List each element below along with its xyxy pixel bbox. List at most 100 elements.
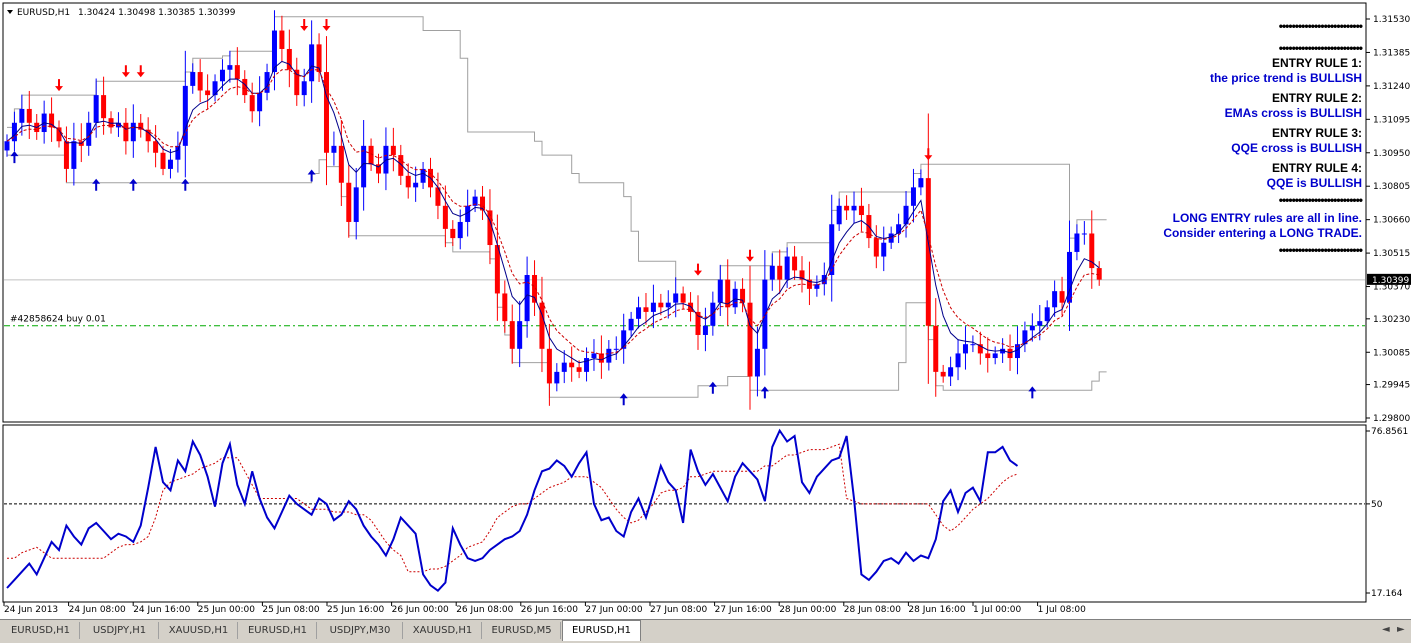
arrow-up-icon <box>619 393 628 406</box>
candle-body <box>591 353 597 359</box>
time-tick-label: 25 Jun 00:00 <box>198 605 255 615</box>
ema-slow-line <box>6 68 1100 356</box>
tab-scroll-right-icon[interactable]: ► <box>1397 624 1405 635</box>
candle-body <box>11 122 17 142</box>
candle-body <box>673 293 679 303</box>
candle-body <box>985 353 991 359</box>
candle-body <box>792 256 798 271</box>
separator-bottom: •••••••••••••••••••••••••• <box>1279 243 1363 257</box>
arrow-up-icon <box>1028 386 1037 399</box>
candle-body <box>1000 348 1006 354</box>
candle-body <box>271 30 277 73</box>
candle-body <box>784 256 790 280</box>
candle-body <box>517 321 523 349</box>
candle-body <box>227 65 233 70</box>
tab-scroll-left-icon[interactable]: ◄ <box>1382 624 1390 635</box>
tab-usdjpy-h1[interactable]: USDJPY,H1 <box>81 622 159 639</box>
candle-body <box>1059 291 1065 303</box>
candle-body <box>955 353 961 368</box>
arrow-down-icon <box>693 263 702 276</box>
arrow-down-icon <box>136 65 145 78</box>
time-tick-label: 24 Jun 08:00 <box>69 605 126 615</box>
tab-eurusd-h1[interactable]: EURUSD,H1 <box>2 622 80 639</box>
candle-body <box>621 330 627 349</box>
candle-body <box>56 127 62 142</box>
candle-body <box>732 288 738 308</box>
candle-body <box>71 141 77 169</box>
candle-body <box>160 152 166 169</box>
ema-fast-line <box>6 60 1100 364</box>
candle-body <box>4 141 10 151</box>
rule-2-text: EMAs cross is BULLISH <box>1225 106 1362 120</box>
candle-body <box>101 95 107 119</box>
tab-eurusd-m5[interactable]: EURUSD,M5 <box>483 622 561 639</box>
candle-body <box>361 145 367 188</box>
candle-body <box>1052 291 1058 308</box>
candle-body <box>799 270 805 280</box>
time-tick-label: 27 Jun 00:00 <box>585 605 642 615</box>
arrow-down-icon <box>746 249 754 262</box>
candle-body <box>249 95 255 112</box>
chart-menu-icon[interactable] <box>7 10 13 14</box>
candle-body <box>279 30 285 49</box>
candle-body <box>532 275 538 303</box>
tab-xauusd-h1[interactable]: XAUUSD,H1 <box>160 622 238 639</box>
candle-body <box>1074 233 1080 252</box>
chart-ohlc: 1.30424 1.30498 1.30385 1.30399 <box>78 8 236 18</box>
conclusion-line-2: Consider entering a LONG TRADE. <box>1163 226 1362 240</box>
time-tick-label: 28 Jun 00:00 <box>779 605 836 615</box>
candle-body <box>1066 251 1072 303</box>
candle-body <box>650 302 656 312</box>
price-tick-label: 1.30370 <box>1373 283 1410 293</box>
entry-rules-panel: •••••••••••••••••••••••••• •••••••••••••… <box>1163 19 1363 257</box>
price-tick-label: 1.31240 <box>1373 82 1410 92</box>
candle-body <box>234 65 240 79</box>
qqe-tick-label: 50 <box>1371 500 1383 510</box>
separator-top-2: •••••••••••••••••••••••••• <box>1279 41 1363 55</box>
candle-body <box>725 279 731 308</box>
candle-body <box>940 371 946 377</box>
current-price-box <box>1367 273 1411 285</box>
time-tick-label: 27 Jun 16:00 <box>715 605 772 615</box>
price-tick-label: 1.30950 <box>1373 149 1410 159</box>
tab-eurusd-h1[interactable]: EURUSD,H1 <box>562 620 641 641</box>
candle-body <box>1089 233 1095 269</box>
separator-mid: •••••••••••••••••••••••••• <box>1279 193 1363 207</box>
rule-1-text: the price trend is BULLISH <box>1210 71 1362 85</box>
candle-body <box>962 344 968 354</box>
tab-eurusd-h1[interactable]: EURUSD,H1 <box>239 622 317 639</box>
candle-body <box>264 72 270 93</box>
rule-3-title: ENTRY RULE 3: <box>1272 126 1362 140</box>
candle-body <box>413 182 419 188</box>
candle-body <box>338 145 344 183</box>
price-tick-label: 1.31095 <box>1373 115 1410 125</box>
candle-body <box>1029 325 1035 331</box>
chart-canvas[interactable]: 1.31530 1.31385 1.31240 1.31095 1.30950 1.308… <box>0 0 1411 619</box>
candle-body <box>442 205 448 229</box>
candle-body <box>487 210 493 246</box>
candle-body <box>777 265 783 280</box>
candle-body <box>1044 307 1050 322</box>
candle-body <box>695 311 701 335</box>
candle-body <box>561 362 567 372</box>
qqe-main-line <box>6 428 1019 593</box>
candle-body <box>450 228 456 239</box>
candle-body <box>925 178 931 326</box>
arrow-down-icon <box>300 19 309 31</box>
candle-body <box>613 348 619 350</box>
candle-body <box>130 122 136 142</box>
rule-1-title: ENTRY RULE 1: <box>1272 56 1362 70</box>
candle-body <box>910 187 916 206</box>
time-tick-label: 24 Jun 16:00 <box>133 605 190 615</box>
chart-symbol: EURUSD,H1 <box>17 8 70 18</box>
tab-xauusd-h1[interactable]: XAUUSD,H1 <box>404 622 482 639</box>
tab-usdjpy-m30[interactable]: USDJPY,M30 <box>318 622 403 639</box>
candle-body <box>368 145 374 165</box>
candle-body <box>286 48 292 70</box>
time-tick-label: 25 Jun 08:00 <box>262 605 319 615</box>
price-panel[interactable] <box>2 2 1367 423</box>
candle-body <box>26 108 32 123</box>
candle-body <box>212 81 218 96</box>
signal-arrows <box>10 19 1037 406</box>
